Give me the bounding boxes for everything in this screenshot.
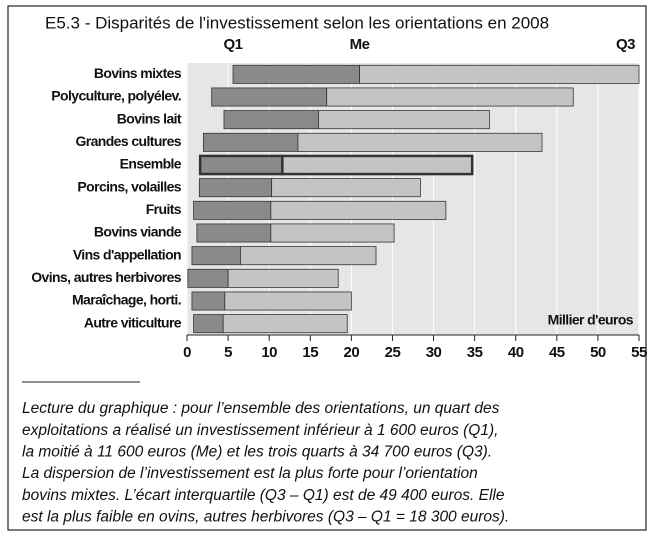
x-tick-label: 5	[224, 344, 232, 361]
plot-area	[187, 63, 639, 335]
bar-lower	[196, 223, 272, 243]
bar-lower	[198, 178, 273, 198]
series-label: Me	[350, 36, 370, 53]
category-label: Vins d'appellation	[73, 246, 181, 262]
bar-lower	[198, 154, 284, 176]
note-line: La dispersion de l’investissement est la…	[22, 465, 478, 482]
category-label: Fruits	[146, 201, 182, 217]
x-axis-label: Millier d'euros	[548, 312, 634, 328]
bar-upper	[270, 200, 447, 220]
bar-upper	[222, 314, 348, 334]
bar-upper	[297, 132, 543, 152]
bar-upper	[227, 268, 339, 288]
note-line: exploitations a réalisé un investissemen…	[22, 422, 498, 439]
category-label: Polyculture, polyélev.	[51, 88, 181, 104]
note-line: la moitié à 11 600 euros (Me) et les tro…	[22, 443, 492, 460]
x-tick-label: 10	[261, 344, 277, 361]
bar-upper	[270, 223, 395, 243]
bar-lower	[193, 314, 224, 334]
category-label: Bovins lait	[117, 110, 182, 126]
x-tick-label: 15	[302, 344, 318, 361]
bar-upper	[224, 291, 352, 311]
x-tick-label: 40	[508, 344, 524, 361]
x-tick-label: 35	[467, 344, 483, 361]
note-line: bovins mixtes. L’écart interquartile (Q3…	[22, 487, 505, 504]
series-label: Q1	[224, 36, 243, 53]
x-tick-label: 50	[590, 344, 606, 361]
series-label: Q3	[616, 36, 635, 53]
x-tick-label: 45	[549, 344, 565, 361]
bar-upper	[326, 87, 574, 107]
category-label: Ovins, autres herbivores	[31, 269, 182, 285]
bar-lower	[193, 200, 272, 220]
bar-upper	[281, 154, 474, 176]
category-label: Bovins mixtes	[94, 65, 182, 81]
category-label: Autre viticulture	[84, 314, 182, 330]
bar-lower	[203, 132, 299, 152]
bar-lower	[223, 110, 319, 130]
note-line: est la plus faible en ovins, autres herb…	[22, 509, 509, 526]
category-label: Grandes cultures	[75, 133, 181, 149]
bar-lower	[211, 87, 328, 107]
bar-upper	[318, 110, 490, 130]
bar-upper	[240, 246, 377, 266]
x-tick-label: 55	[631, 344, 647, 361]
bar-lower	[191, 291, 226, 311]
chart-title: E5.3 - Disparités de l'investissement se…	[45, 13, 549, 32]
bar-lower	[191, 246, 241, 266]
bar-upper	[271, 178, 421, 198]
bar-lower	[187, 268, 229, 288]
category-label: Porcins, volailles	[77, 178, 181, 194]
x-tick-label: 20	[344, 344, 360, 361]
category-label: Maraîchage, horti.	[72, 292, 181, 308]
x-tick-label: 25	[385, 344, 401, 361]
bar-upper	[359, 64, 640, 84]
x-tick-label: 0	[183, 344, 191, 361]
bar-lower	[232, 64, 360, 84]
category-label: Bovins viande	[94, 224, 182, 240]
category-label: Ensemble	[120, 156, 182, 172]
x-tick-label: 30	[426, 344, 442, 361]
note-line: Lecture du graphique : pour l’ensemble d…	[22, 400, 500, 417]
